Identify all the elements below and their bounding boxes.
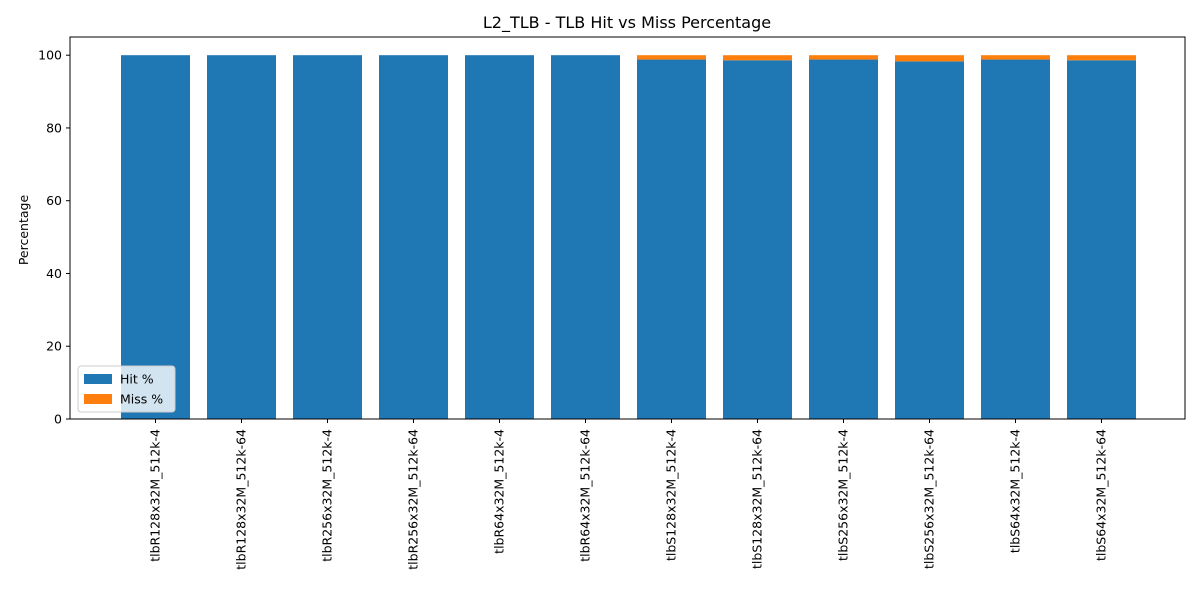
x-tick-label-5: tlbR64x32M_512k-64 [578, 429, 593, 562]
x-axis-ticks: tlbR128x32M_512k-4 tlbR128x32M_512k-64 tlb… [148, 419, 1109, 570]
x-tick-label-11: tlbS64x32M_512k-64 [1094, 429, 1109, 561]
bar-hit-6 [637, 59, 706, 420]
x-tick-label-7: tlbS128x32M_512k-64 [750, 429, 765, 569]
bar-hit-8 [809, 59, 878, 420]
legend-label-miss: Miss % [120, 392, 163, 407]
bar-miss-6 [637, 55, 706, 60]
y-tick-label-2: 40 [46, 266, 62, 281]
bar-miss-9 [895, 55, 964, 62]
legend-swatch-hit [84, 374, 112, 384]
x-tick-label-8: tlbS256x32M_512k-4 [836, 429, 851, 561]
bar-miss-8 [809, 55, 878, 60]
legend: Hit % Miss % [77, 365, 176, 413]
y-tick-label-0: 0 [54, 412, 62, 427]
legend-swatch-miss [84, 394, 112, 404]
x-tick-label-1: tlbR128x32M_512k-64 [234, 429, 249, 570]
bar-hit-5 [551, 55, 620, 419]
bar-hit-2 [293, 55, 362, 419]
x-tick-label-2: tlbR256x32M_512k-4 [320, 429, 335, 562]
legend-label-hit: Hit % [120, 372, 154, 387]
bar-miss-7 [723, 55, 792, 61]
y-axis-label: Percentage [16, 195, 31, 266]
y-tick-label-4: 80 [46, 120, 62, 135]
bars-group [121, 55, 1136, 420]
bar-hit-3 [379, 55, 448, 419]
x-tick-label-6: tlbS128x32M_512k-4 [664, 429, 679, 561]
y-axis-ticks: 0 20 40 60 80 100 [38, 48, 70, 427]
x-tick-label-0: tlbR128x32M_512k-4 [148, 429, 163, 562]
bar-hit-11 [1067, 60, 1136, 419]
x-tick-label-4: tlbR64x32M_512k-4 [492, 429, 507, 554]
y-tick-label-5: 100 [38, 48, 62, 63]
chart-title: L2_TLB - TLB Hit vs Miss Percentage [483, 13, 771, 33]
x-tick-label-3: tlbR256x32M_512k-64 [406, 429, 421, 570]
y-tick-label-3: 60 [46, 193, 62, 208]
y-tick-label-1: 20 [46, 339, 62, 354]
bar-miss-10 [981, 55, 1050, 60]
bar-hit-0 [121, 55, 190, 419]
bar-hit-10 [981, 59, 1050, 420]
plot-frame [69, 36, 1186, 420]
bar-miss-11 [1067, 55, 1136, 61]
bar-hit-4 [465, 55, 534, 419]
bar-hit-1 [207, 55, 276, 419]
x-tick-label-10: tlbS64x32M_512k-4 [1008, 429, 1023, 553]
bar-hit-9 [895, 61, 964, 419]
x-tick-label-9: tlbS256x32M_512k-64 [922, 429, 937, 569]
bar-hit-7 [723, 60, 792, 419]
